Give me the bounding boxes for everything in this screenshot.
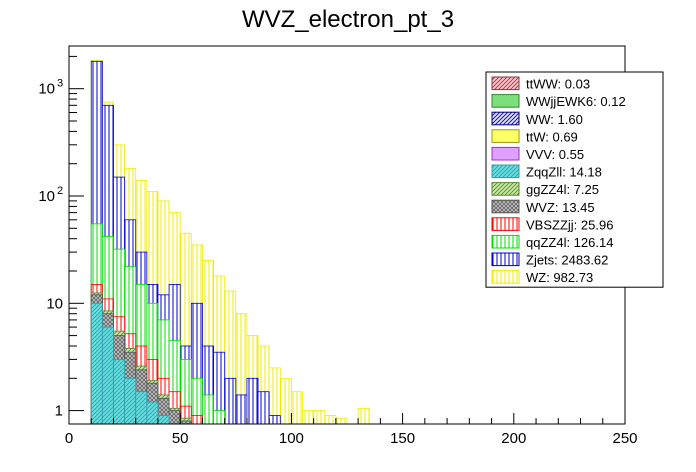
legend-label-ttW: ttW: 0.69 bbox=[526, 129, 578, 144]
legend-swatch-ggZZ4l bbox=[491, 182, 520, 196]
chart-title: WVZ_electron_pt_3 bbox=[242, 6, 454, 33]
legend-swatch-qqZZ4l bbox=[491, 234, 520, 249]
legend-swatch-WZ bbox=[491, 270, 520, 284]
legend-label-WZ: WZ: 982.73 bbox=[526, 270, 593, 285]
legend-label-qqZZ4l: qqZZ4l: 126.14 bbox=[526, 235, 613, 250]
legend-label-WVZ: WVZ: 13.45 bbox=[526, 200, 595, 215]
y-tick-label-1000: 10 bbox=[38, 81, 55, 98]
legend-label-ZqqZll: ZqqZll: 14.18 bbox=[526, 165, 602, 180]
bar-WVZ-45 bbox=[168, 410, 181, 425]
bar-WZ-105 bbox=[302, 410, 315, 425]
legend-label-ttWW: ttWW: 0.03 bbox=[526, 77, 590, 92]
legend-swatch-VVV bbox=[491, 146, 520, 161]
bar-WZ-115 bbox=[324, 415, 337, 425]
x-tick-label-250: 250 bbox=[612, 430, 637, 447]
legend-box bbox=[485, 71, 664, 288]
bar-Zjets-80 bbox=[246, 377, 259, 425]
x-tick-label-100: 100 bbox=[279, 430, 304, 447]
bar-ZqqZll-25 bbox=[124, 377, 137, 425]
x-tick-label-200: 200 bbox=[501, 430, 526, 447]
legend-swatch-ttW bbox=[491, 129, 520, 143]
legend-label-WW: WW: 1.60 bbox=[526, 112, 583, 127]
legend-swatch-ttWW bbox=[491, 76, 520, 91]
y-tick-label-100: 10 bbox=[38, 188, 55, 205]
bar-ZqqZll-30 bbox=[135, 391, 148, 425]
x-tick-label-50: 50 bbox=[172, 430, 189, 447]
legend-swatch-VBSZZjj bbox=[491, 217, 520, 231]
y-tick-exponent-100: 2 bbox=[57, 185, 63, 197]
y-tick-exponent-1000: 3 bbox=[57, 78, 63, 90]
x-tick-label-150: 150 bbox=[390, 430, 415, 447]
y-tick-label-10: 10 bbox=[46, 295, 63, 312]
bar-ZqqZll-40 bbox=[157, 415, 170, 425]
legend-label-ggZZ4l: ggZZ4l: 7.25 bbox=[526, 182, 599, 197]
legend-swatch-WWjjEWK6 bbox=[491, 94, 520, 108]
bar-ZqqZll-35 bbox=[146, 401, 159, 425]
legend: ttWW: 0.03 WWjjEWK6: 0.12 WW: 1.60 ttW: 0.6… bbox=[485, 71, 664, 288]
bar-WZ-130 bbox=[357, 407, 370, 425]
legend-label-VBSZZjj: VBSZZjj: 25.96 bbox=[526, 217, 613, 232]
bar-Zjets-75 bbox=[235, 394, 248, 425]
bar-ZqqZll-10 bbox=[90, 302, 103, 425]
bar-Zjets-85 bbox=[257, 391, 270, 425]
bar-qqZZ4l-65 bbox=[213, 410, 226, 425]
bar-qqZZ4l-60 bbox=[202, 394, 214, 425]
bar-Zjets-70 bbox=[224, 377, 237, 425]
y-tick-label-1: 1 bbox=[55, 403, 63, 420]
legend-swatch-ZqqZll bbox=[491, 164, 520, 179]
bar-WZ-100 bbox=[290, 391, 303, 425]
legend-swatch-Zjets bbox=[491, 252, 520, 267]
bar-ZqqZll-15 bbox=[101, 326, 114, 425]
legend-label-WWjjEWK6: WWjjEWK6: 0.12 bbox=[526, 94, 626, 109]
bar-WZ-95 bbox=[279, 377, 292, 425]
legend-swatch-WVZ bbox=[491, 199, 520, 214]
bar-Zjets-90 bbox=[268, 415, 281, 425]
legend-label-Zjets: Zjets: 2483.62 bbox=[526, 253, 608, 268]
bar-WZ-110 bbox=[313, 410, 326, 425]
bar-ZqqZll-20 bbox=[113, 358, 126, 425]
bar-WZ-120 bbox=[335, 417, 348, 425]
bar-VBSZZjj-55 bbox=[190, 415, 203, 425]
legend-swatch-WW bbox=[491, 111, 520, 126]
x-tick-label-0: 0 bbox=[65, 430, 73, 447]
legend-label-VVV: VVV: 0.55 bbox=[526, 147, 584, 162]
